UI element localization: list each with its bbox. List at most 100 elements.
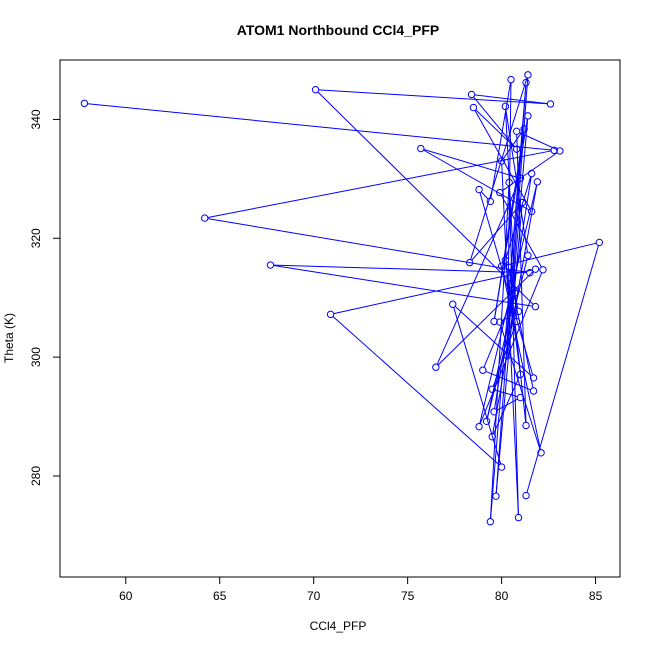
series-segment [317, 91, 534, 305]
data-point [514, 513, 523, 522]
series-segment [505, 176, 532, 258]
data-point [80, 99, 89, 108]
chart-title: ATOM1 Northbound CCl4_PFP [237, 22, 439, 38]
data-point [490, 408, 498, 416]
data-point [512, 127, 521, 136]
series-segment [87, 103, 552, 151]
data-point [509, 285, 517, 294]
data-point [266, 261, 275, 269]
data-point [488, 433, 496, 441]
y-axis-label: Theta (K) [2, 313, 16, 363]
data-series [80, 71, 604, 526]
data-point [529, 387, 538, 395]
series-segment [495, 205, 523, 494]
data-point [516, 393, 525, 402]
data-point [417, 144, 425, 153]
series-segment [492, 184, 538, 434]
data-point [501, 102, 510, 111]
series-segment [502, 312, 516, 321]
series-segment [490, 82, 511, 199]
data-point [507, 75, 515, 84]
data-point [475, 422, 483, 431]
data-point [505, 263, 513, 272]
data-point [546, 100, 555, 108]
data-point [514, 307, 523, 316]
data-point [527, 207, 536, 216]
y-tick-label: 320 [29, 228, 43, 248]
series-segment [500, 324, 541, 450]
series-segment [485, 370, 531, 391]
x-tick-label: 75 [401, 589, 415, 603]
series-segment [273, 265, 533, 307]
data-point [492, 492, 500, 500]
series-segment [501, 269, 541, 450]
y-axis: 280 300 320 340 [29, 109, 61, 486]
series-segment [453, 307, 502, 465]
series-segment [479, 184, 538, 424]
data-point [550, 146, 558, 155]
data-point [520, 125, 528, 133]
data-point [503, 352, 511, 360]
series-segment [207, 218, 527, 273]
x-tick-label: 70 [307, 589, 321, 603]
x-tick-label: 65 [213, 589, 227, 603]
data-point [311, 86, 320, 94]
series-segment [504, 242, 597, 266]
series-segment [470, 77, 528, 260]
data-point [518, 198, 526, 207]
series-segment [454, 306, 532, 377]
series-segment [519, 132, 558, 151]
y-tick-label: 280 [29, 466, 43, 486]
data-point [524, 112, 532, 120]
data-point [529, 374, 538, 382]
series-segment [483, 295, 515, 368]
data-point [496, 188, 504, 197]
data-point [512, 317, 521, 326]
data-point [326, 310, 335, 319]
series-segment [318, 89, 548, 105]
data-point [465, 258, 474, 267]
data-point [516, 174, 525, 182]
data-point [497, 262, 506, 270]
data-point [531, 265, 540, 273]
data-point [496, 318, 504, 326]
series-segment [436, 180, 520, 365]
data-point [531, 302, 540, 311]
data-point [486, 197, 495, 206]
data-point [524, 71, 532, 79]
y-tick-label: 340 [29, 109, 43, 129]
series-segment [503, 131, 523, 159]
series-segment [493, 377, 520, 435]
data-point [516, 370, 525, 379]
data-point [482, 417, 491, 426]
data-point [524, 251, 532, 260]
series-segment [508, 185, 519, 515]
data-point [449, 300, 457, 308]
data-point [469, 103, 478, 112]
series-segment [480, 191, 489, 200]
data-point [490, 317, 498, 326]
series-segment [207, 150, 552, 218]
data-point [479, 366, 487, 374]
series-segment [423, 149, 530, 211]
data-point [537, 449, 545, 457]
x-axis-label: CCl4_PFP [310, 619, 367, 633]
data-point [511, 289, 519, 297]
series-segment [495, 389, 518, 398]
data-point [501, 256, 510, 264]
series-segment [333, 269, 533, 315]
data-point [522, 78, 530, 87]
data-point [556, 147, 564, 155]
data-point [527, 169, 536, 178]
data-point [522, 491, 530, 500]
data-point [200, 214, 209, 222]
data-point [512, 145, 521, 153]
data-point [522, 421, 530, 430]
data-point [497, 157, 506, 165]
data-point [488, 385, 496, 393]
x-axis: 60 65 70 75 80 85 [119, 576, 603, 603]
data-point [467, 90, 476, 99]
x-tick-label: 85 [589, 589, 603, 603]
